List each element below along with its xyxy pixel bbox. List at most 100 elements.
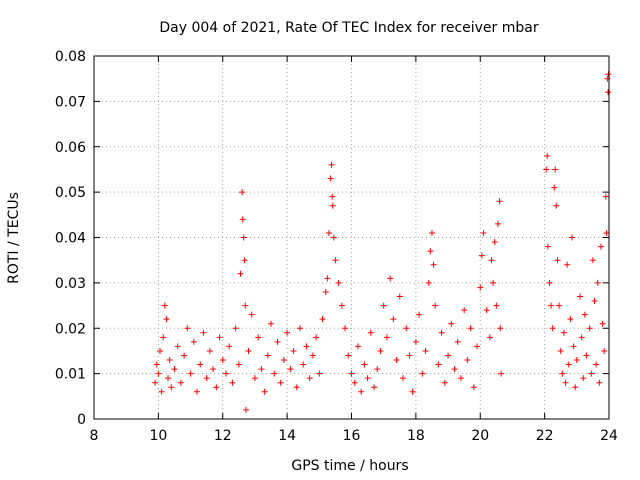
data-point bbox=[241, 257, 248, 264]
data-point bbox=[594, 279, 601, 286]
data-point bbox=[568, 234, 575, 241]
data-point bbox=[483, 307, 490, 314]
data-point bbox=[309, 352, 316, 359]
data-point bbox=[213, 384, 220, 391]
data-point bbox=[153, 361, 160, 368]
data-point bbox=[591, 298, 598, 305]
data-point bbox=[329, 202, 336, 209]
data-point bbox=[322, 288, 329, 295]
data-point bbox=[589, 257, 596, 264]
data-point bbox=[496, 198, 503, 205]
data-point bbox=[601, 347, 608, 354]
data-point bbox=[544, 243, 551, 250]
data-point bbox=[560, 329, 567, 336]
data-point bbox=[457, 375, 464, 382]
x-tick-label: 22 bbox=[536, 428, 554, 444]
data-point bbox=[297, 325, 303, 332]
data-point bbox=[165, 375, 172, 382]
x-tick-label: 24 bbox=[600, 428, 618, 444]
data-point bbox=[313, 334, 320, 341]
data-point bbox=[438, 329, 445, 336]
x-tick-label: 10 bbox=[149, 428, 167, 444]
data-point bbox=[268, 320, 275, 327]
data-point bbox=[171, 366, 178, 373]
data-point bbox=[488, 257, 495, 264]
data-point bbox=[235, 361, 242, 368]
data-point bbox=[319, 316, 326, 323]
data-point bbox=[493, 302, 500, 309]
data-point bbox=[351, 379, 358, 386]
data-point bbox=[383, 334, 390, 341]
data-point bbox=[599, 320, 606, 327]
data-point bbox=[293, 384, 300, 391]
data-point bbox=[400, 375, 406, 382]
data-point bbox=[393, 357, 400, 364]
data-point bbox=[232, 325, 239, 332]
data-point bbox=[554, 257, 561, 264]
data-point bbox=[354, 343, 361, 350]
data-point bbox=[342, 325, 349, 332]
data-point bbox=[155, 370, 162, 377]
data-point bbox=[242, 302, 249, 309]
data-point bbox=[367, 329, 374, 336]
data-point bbox=[480, 229, 487, 236]
y-axis-label: ROTI / TECUs bbox=[6, 192, 22, 284]
data-point bbox=[261, 388, 268, 395]
data-point bbox=[583, 352, 590, 359]
data-point bbox=[306, 375, 313, 382]
data-point bbox=[425, 279, 432, 286]
data-point bbox=[572, 384, 579, 391]
data-point bbox=[338, 302, 345, 309]
data-point bbox=[328, 161, 335, 168]
data-point bbox=[345, 352, 352, 359]
data-point bbox=[200, 329, 207, 336]
data-point bbox=[491, 239, 498, 246]
data-point bbox=[156, 347, 163, 354]
data-point bbox=[300, 361, 307, 368]
data-point bbox=[494, 220, 501, 227]
data-point bbox=[596, 379, 603, 386]
y-tick-label: 0 bbox=[77, 412, 86, 428]
data-point bbox=[325, 229, 332, 236]
data-point bbox=[152, 379, 159, 386]
data-point bbox=[274, 338, 281, 345]
data-point bbox=[564, 261, 571, 268]
data-point bbox=[428, 229, 435, 236]
data-point bbox=[416, 311, 423, 318]
data-point bbox=[427, 248, 434, 255]
data-point bbox=[219, 357, 226, 364]
data-point bbox=[464, 357, 471, 364]
y-axis-ticks: 0 0.01 0.02 0.03 0.04 0.05 0.06 0.07 0.08 bbox=[55, 49, 609, 428]
data-point bbox=[264, 352, 271, 359]
y-tick-label: 0.05 bbox=[55, 185, 86, 201]
data-point bbox=[187, 370, 194, 377]
data-point bbox=[332, 257, 339, 264]
data-point bbox=[565, 361, 572, 368]
data-point bbox=[470, 384, 477, 391]
data-point bbox=[237, 270, 244, 277]
y-tick-label: 0.02 bbox=[55, 321, 86, 337]
data-point bbox=[380, 302, 387, 309]
chart-title: Day 004 of 2021, Rate Of TEC Index for r… bbox=[159, 20, 538, 36]
data-point bbox=[303, 343, 310, 350]
data-point bbox=[242, 406, 249, 413]
data-point bbox=[578, 334, 585, 341]
data-point bbox=[422, 347, 429, 354]
data-point bbox=[498, 370, 505, 377]
data-point bbox=[603, 229, 610, 236]
data-point bbox=[222, 370, 229, 377]
data-point bbox=[486, 334, 493, 341]
data-point bbox=[239, 189, 246, 196]
data-point bbox=[548, 302, 555, 309]
data-point bbox=[441, 379, 448, 386]
x-tick-label: 16 bbox=[343, 428, 361, 444]
data-point bbox=[403, 325, 410, 332]
data-point bbox=[377, 347, 384, 354]
data-point bbox=[557, 347, 564, 354]
data-point bbox=[226, 343, 233, 350]
y-tick-label: 0.01 bbox=[55, 367, 86, 383]
data-point bbox=[593, 361, 600, 368]
data-point bbox=[316, 370, 323, 377]
x-axis-label: GPS time / hours bbox=[291, 458, 408, 474]
data-point bbox=[203, 375, 210, 382]
